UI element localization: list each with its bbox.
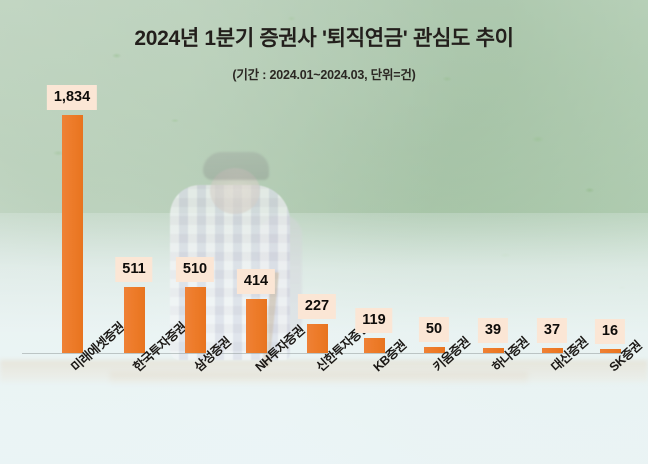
bar-value-label: 414 [236, 268, 276, 294]
bar-value-label: 16 [594, 318, 626, 344]
bar[interactable] [245, 299, 267, 353]
bar-group: 511 [103, 256, 165, 353]
bar[interactable] [541, 348, 563, 353]
bar-group: 50 [403, 316, 465, 353]
bar-value-label: 39 [477, 317, 509, 343]
bar[interactable] [184, 287, 206, 353]
bar-group: 119 [343, 307, 405, 353]
bar-group: 16 [579, 318, 641, 353]
bar[interactable] [61, 115, 83, 353]
bar[interactable] [423, 347, 445, 353]
bar-value-label: 50 [418, 316, 450, 342]
bar-value-label: 119 [355, 307, 393, 333]
bar[interactable] [306, 324, 328, 353]
chart-subtitle: (기간 : 2024.01~2024.03, 단위=건) [232, 68, 416, 82]
background-photo-person-head [210, 168, 260, 214]
background-photo-bench-rail [110, 372, 528, 384]
bar-group: 37 [521, 317, 583, 353]
bar[interactable] [123, 287, 145, 353]
bar[interactable] [599, 349, 621, 353]
bar-group: 510 [164, 256, 226, 353]
bar-group: 39 [462, 317, 524, 353]
bar-value-label: 511 [115, 256, 153, 282]
bar[interactable] [482, 348, 504, 353]
bar-group: 227 [286, 293, 348, 353]
bar-value-label: 510 [175, 256, 215, 282]
x-axis-baseline [22, 353, 632, 354]
chart-title: 2024년 1분기 증권사 '퇴직연금' 관심도 추이 [134, 27, 514, 50]
bar-group: 414 [225, 268, 287, 353]
bar-value-label: 1,834 [46, 84, 98, 110]
bar[interactable] [363, 338, 385, 353]
bar-value-label: 227 [297, 293, 337, 319]
bar-group: 1,834 [41, 84, 103, 353]
background-photo-person-cap [203, 152, 269, 180]
bar-value-label: 37 [536, 317, 568, 343]
